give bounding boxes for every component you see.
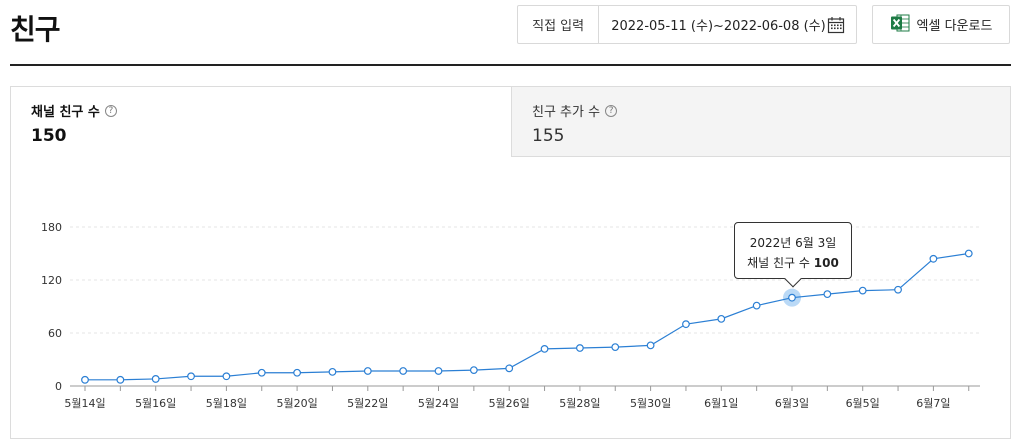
data-point <box>328 367 337 376</box>
stat-tabs: 채널 친구 수 ? 150 친구 추가 수 ? 155 <box>11 87 1010 157</box>
date-range-picker[interactable]: 직접 입력 2022-05-11 (수)~2022-06-08 (수) <box>517 5 857 44</box>
x-tick-label: 6월3일 <box>775 396 809 410</box>
data-point <box>257 368 266 377</box>
data-point <box>823 290 832 299</box>
data-point <box>682 320 690 329</box>
x-tick-label: 5월14일 <box>64 396 105 410</box>
data-point <box>611 343 620 352</box>
excel-icon <box>890 13 910 37</box>
y-tick-label: 60 <box>48 327 62 340</box>
data-point <box>752 301 761 310</box>
data-point <box>576 344 584 352</box>
x-tick-label: 5월18일 <box>206 396 247 410</box>
x-tick-label: 5월16일 <box>135 396 176 410</box>
data-point <box>293 368 302 377</box>
date-range-text[interactable]: 2022-05-11 (수)~2022-06-08 (수) <box>611 19 826 34</box>
data-point <box>929 254 938 263</box>
excel-download-label: 엑셀 다운로드 <box>916 19 993 34</box>
data-point <box>469 366 478 375</box>
x-tick-label: 5월28일 <box>559 396 600 410</box>
y-tick-label: 0 <box>55 380 62 393</box>
tab-channel-friends[interactable]: 채널 친구 수 ? 150 <box>11 87 511 157</box>
x-tick-label: 5월26일 <box>489 396 530 410</box>
calendar-icon[interactable] <box>826 14 846 36</box>
tab-label: 친구 추가 수 <box>532 105 601 120</box>
help-icon[interactable]: ? <box>605 104 618 117</box>
tab-friend-additions[interactable]: 친구 추가 수 ? 155 <box>511 87 1010 157</box>
y-tick-label: 120 <box>41 274 62 287</box>
page-title: 친구 <box>10 13 61 46</box>
x-tick-label: 5월20일 <box>276 396 317 410</box>
tooltip-series-label: 채널 친구 수 <box>747 256 810 270</box>
tab-value: 150 <box>31 126 67 146</box>
data-point <box>717 314 726 323</box>
tooltip-value: 100 <box>813 256 839 270</box>
tab-value: 155 <box>532 126 565 146</box>
data-point <box>151 375 160 383</box>
data-point <box>964 249 973 258</box>
help-icon[interactable]: ? <box>104 104 117 117</box>
chart-tooltip: 2022년 6월 3일 채널 친구 수 100 <box>734 222 852 288</box>
data-point <box>858 286 867 295</box>
data-point <box>222 372 231 381</box>
x-tick-label: 5월22일 <box>347 396 388 410</box>
data-point <box>434 367 443 375</box>
tooltip-date: 2022년 6월 3일 <box>749 236 837 250</box>
data-point <box>81 375 89 384</box>
date-mode-button[interactable]: 직접 입력 <box>518 6 600 43</box>
data-point <box>788 293 796 302</box>
data-point <box>540 345 549 353</box>
x-tick-label: 5월30일 <box>630 396 671 410</box>
title-divider <box>10 64 1011 66</box>
data-point <box>646 341 655 350</box>
series-line <box>85 252 969 381</box>
data-point <box>894 285 902 294</box>
x-tick-label: 6월5일 <box>846 396 880 410</box>
x-tick-label: 6월7일 <box>916 396 950 410</box>
data-point <box>363 367 372 375</box>
y-tick-label: 180 <box>41 221 62 234</box>
data-point <box>399 367 408 375</box>
x-tick-label: 6월1일 <box>704 396 738 410</box>
tab-label: 채널 친구 수 <box>31 105 100 120</box>
data-point <box>505 364 514 373</box>
x-tick-label: 5월24일 <box>418 396 459 410</box>
excel-download-button[interactable]: 엑셀 다운로드 <box>872 5 1010 44</box>
data-point <box>116 375 125 384</box>
data-point <box>187 372 195 381</box>
